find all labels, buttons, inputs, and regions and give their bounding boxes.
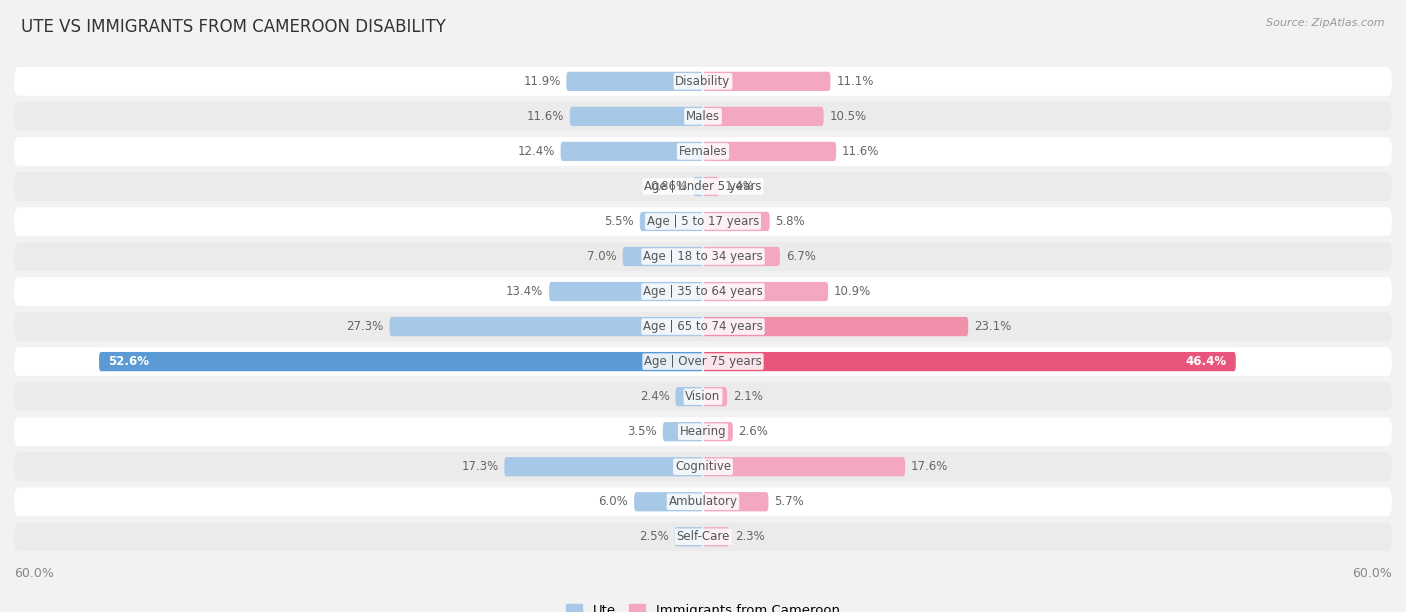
Text: 6.7%: 6.7%	[786, 250, 815, 263]
Text: 23.1%: 23.1%	[974, 320, 1011, 333]
FancyBboxPatch shape	[703, 212, 769, 231]
Text: 5.8%: 5.8%	[775, 215, 806, 228]
FancyBboxPatch shape	[389, 317, 703, 336]
FancyBboxPatch shape	[675, 387, 703, 406]
Text: 5.7%: 5.7%	[775, 495, 804, 508]
FancyBboxPatch shape	[14, 102, 1392, 131]
FancyBboxPatch shape	[703, 72, 831, 91]
Text: 2.5%: 2.5%	[638, 530, 669, 543]
Text: 46.4%: 46.4%	[1185, 355, 1226, 368]
Text: 10.9%: 10.9%	[834, 285, 872, 298]
FancyBboxPatch shape	[14, 452, 1392, 481]
FancyBboxPatch shape	[675, 527, 703, 547]
FancyBboxPatch shape	[703, 142, 837, 161]
FancyBboxPatch shape	[623, 247, 703, 266]
Text: Females: Females	[679, 145, 727, 158]
FancyBboxPatch shape	[98, 352, 703, 371]
FancyBboxPatch shape	[567, 72, 703, 91]
FancyBboxPatch shape	[14, 242, 1392, 271]
FancyBboxPatch shape	[703, 352, 1236, 371]
Text: 2.1%: 2.1%	[733, 390, 762, 403]
FancyBboxPatch shape	[14, 382, 1392, 411]
Text: 2.4%: 2.4%	[640, 390, 669, 403]
Text: Disability: Disability	[675, 75, 731, 88]
Text: Age | 18 to 34 years: Age | 18 to 34 years	[643, 250, 763, 263]
FancyBboxPatch shape	[693, 177, 703, 196]
Text: 60.0%: 60.0%	[14, 567, 53, 580]
Text: 11.1%: 11.1%	[837, 75, 873, 88]
Text: 3.5%: 3.5%	[627, 425, 657, 438]
Text: 0.86%: 0.86%	[650, 180, 688, 193]
Text: 17.3%: 17.3%	[461, 460, 499, 473]
Text: Source: ZipAtlas.com: Source: ZipAtlas.com	[1267, 18, 1385, 28]
Legend: Ute, Immigrants from Cameroon: Ute, Immigrants from Cameroon	[567, 605, 839, 612]
Text: UTE VS IMMIGRANTS FROM CAMEROON DISABILITY: UTE VS IMMIGRANTS FROM CAMEROON DISABILI…	[21, 18, 446, 36]
FancyBboxPatch shape	[561, 142, 703, 161]
FancyBboxPatch shape	[14, 277, 1392, 306]
FancyBboxPatch shape	[703, 177, 718, 196]
Text: 60.0%: 60.0%	[1353, 567, 1392, 580]
Text: 2.3%: 2.3%	[735, 530, 765, 543]
Text: 2.6%: 2.6%	[738, 425, 769, 438]
FancyBboxPatch shape	[634, 492, 703, 512]
FancyBboxPatch shape	[14, 417, 1392, 446]
Text: 6.0%: 6.0%	[599, 495, 628, 508]
Text: Age | 5 to 17 years: Age | 5 to 17 years	[647, 215, 759, 228]
FancyBboxPatch shape	[14, 137, 1392, 166]
Text: 10.5%: 10.5%	[830, 110, 866, 123]
FancyBboxPatch shape	[505, 457, 703, 476]
Text: Age | Under 5 years: Age | Under 5 years	[644, 180, 762, 193]
FancyBboxPatch shape	[662, 422, 703, 441]
Text: Vision: Vision	[685, 390, 721, 403]
FancyBboxPatch shape	[14, 487, 1392, 516]
Text: Age | Over 75 years: Age | Over 75 years	[644, 355, 762, 368]
FancyBboxPatch shape	[550, 282, 703, 301]
FancyBboxPatch shape	[14, 312, 1392, 341]
Text: 11.9%: 11.9%	[523, 75, 561, 88]
Text: 1.4%: 1.4%	[725, 180, 755, 193]
Text: 5.5%: 5.5%	[605, 215, 634, 228]
FancyBboxPatch shape	[640, 212, 703, 231]
Text: 11.6%: 11.6%	[527, 110, 564, 123]
FancyBboxPatch shape	[703, 527, 730, 547]
FancyBboxPatch shape	[703, 457, 905, 476]
Text: 52.6%: 52.6%	[108, 355, 149, 368]
Text: Self-Care: Self-Care	[676, 530, 730, 543]
Text: Age | 35 to 64 years: Age | 35 to 64 years	[643, 285, 763, 298]
Text: Age | 65 to 74 years: Age | 65 to 74 years	[643, 320, 763, 333]
FancyBboxPatch shape	[703, 387, 727, 406]
Text: 11.6%: 11.6%	[842, 145, 879, 158]
FancyBboxPatch shape	[14, 347, 1392, 376]
FancyBboxPatch shape	[14, 207, 1392, 236]
Text: 17.6%: 17.6%	[911, 460, 948, 473]
FancyBboxPatch shape	[14, 67, 1392, 95]
Text: Cognitive: Cognitive	[675, 460, 731, 473]
Text: Ambulatory: Ambulatory	[668, 495, 738, 508]
FancyBboxPatch shape	[703, 247, 780, 266]
Text: 7.0%: 7.0%	[588, 250, 617, 263]
FancyBboxPatch shape	[14, 523, 1392, 551]
FancyBboxPatch shape	[569, 106, 703, 126]
Text: Males: Males	[686, 110, 720, 123]
FancyBboxPatch shape	[703, 282, 828, 301]
FancyBboxPatch shape	[703, 106, 824, 126]
Text: 13.4%: 13.4%	[506, 285, 543, 298]
FancyBboxPatch shape	[14, 172, 1392, 201]
Text: 27.3%: 27.3%	[346, 320, 384, 333]
Text: Hearing: Hearing	[679, 425, 727, 438]
FancyBboxPatch shape	[703, 317, 969, 336]
FancyBboxPatch shape	[703, 492, 769, 512]
FancyBboxPatch shape	[703, 422, 733, 441]
Text: 12.4%: 12.4%	[517, 145, 555, 158]
